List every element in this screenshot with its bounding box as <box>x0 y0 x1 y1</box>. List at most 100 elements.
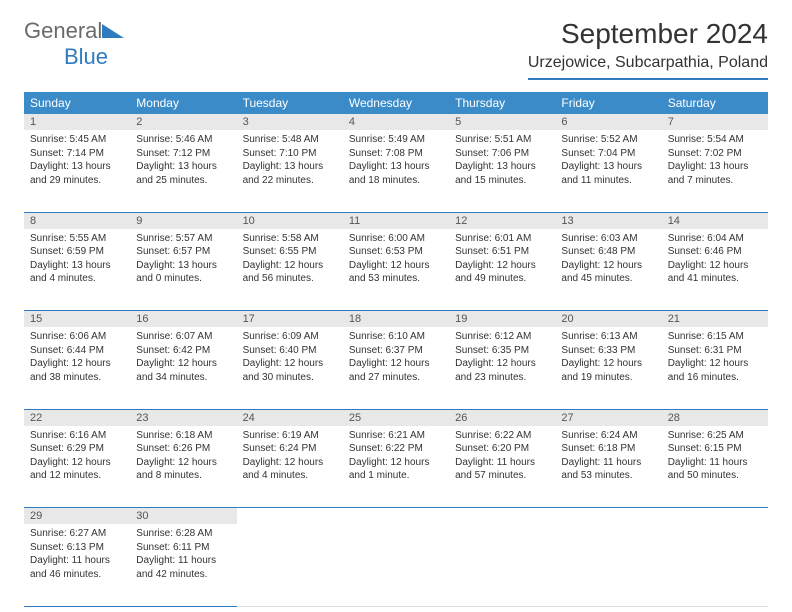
weekday-header: Tuesday <box>237 92 343 114</box>
day-number-cell: 26 <box>449 409 555 426</box>
day-number-cell: 11 <box>343 212 449 229</box>
day-detail-cell: Sunrise: 5:49 AMSunset: 7:08 PMDaylight:… <box>343 130 449 212</box>
day-line: Sunset: 6:59 PM <box>30 245 124 259</box>
day-line: Sunrise: 6:24 AM <box>561 429 655 443</box>
day-detail-cell <box>237 524 343 606</box>
day-number-cell <box>449 508 555 525</box>
day-line: Sunset: 7:02 PM <box>668 147 762 161</box>
day-line: Daylight: 12 hours <box>136 456 230 470</box>
day-line: Sunrise: 5:52 AM <box>561 133 655 147</box>
day-line: Sunrise: 6:10 AM <box>349 330 443 344</box>
day-number-cell: 1 <box>24 114 130 130</box>
day-detail-cell: Sunrise: 6:01 AMSunset: 6:51 PMDaylight:… <box>449 229 555 311</box>
day-line: Sunrise: 5:58 AM <box>243 232 337 246</box>
day-number-cell: 13 <box>555 212 661 229</box>
day-line: Sunset: 6:15 PM <box>668 442 762 456</box>
day-detail-cell: Sunrise: 6:27 AMSunset: 6:13 PMDaylight:… <box>24 524 130 606</box>
day-line: Sunrise: 5:49 AM <box>349 133 443 147</box>
day-number-cell: 14 <box>662 212 768 229</box>
day-line: Daylight: 12 hours <box>243 456 337 470</box>
day-detail-cell: Sunrise: 6:13 AMSunset: 6:33 PMDaylight:… <box>555 327 661 409</box>
day-line: Daylight: 11 hours <box>30 554 124 568</box>
day-line: Sunrise: 6:18 AM <box>136 429 230 443</box>
day-number-cell: 9 <box>130 212 236 229</box>
day-line: Sunset: 6:11 PM <box>136 541 230 555</box>
day-number-cell: 5 <box>449 114 555 130</box>
day-line: and 8 minutes. <box>136 469 230 483</box>
day-line: Daylight: 12 hours <box>349 259 443 273</box>
day-detail-row: Sunrise: 5:55 AMSunset: 6:59 PMDaylight:… <box>24 229 768 311</box>
day-number-row: 1234567 <box>24 114 768 130</box>
day-number-cell: 4 <box>343 114 449 130</box>
day-line: and 49 minutes. <box>455 272 549 286</box>
day-line: Daylight: 12 hours <box>136 357 230 371</box>
day-line: Daylight: 13 hours <box>136 259 230 273</box>
day-line: Daylight: 12 hours <box>243 357 337 371</box>
day-number-cell: 18 <box>343 311 449 328</box>
day-line: and 0 minutes. <box>136 272 230 286</box>
day-line: and 23 minutes. <box>455 371 549 385</box>
title-block: September 2024 Urzejowice, Subcarpathia,… <box>528 18 768 80</box>
day-line: Daylight: 12 hours <box>349 357 443 371</box>
day-number-cell: 24 <box>237 409 343 426</box>
day-line: and 19 minutes. <box>561 371 655 385</box>
day-line: and 38 minutes. <box>30 371 124 385</box>
day-detail-row: Sunrise: 6:27 AMSunset: 6:13 PMDaylight:… <box>24 524 768 606</box>
day-line: Daylight: 11 hours <box>668 456 762 470</box>
header: General Blue September 2024 Urzejowice, … <box>24 18 768 80</box>
day-detail-cell: Sunrise: 6:07 AMSunset: 6:42 PMDaylight:… <box>130 327 236 409</box>
day-line: Sunrise: 6:25 AM <box>668 429 762 443</box>
day-line: Sunrise: 6:22 AM <box>455 429 549 443</box>
day-line: and 16 minutes. <box>668 371 762 385</box>
day-number-cell: 25 <box>343 409 449 426</box>
month-title: September 2024 <box>528 18 768 50</box>
day-detail-cell: Sunrise: 6:19 AMSunset: 6:24 PMDaylight:… <box>237 426 343 508</box>
day-line: Daylight: 12 hours <box>349 456 443 470</box>
day-detail-cell: Sunrise: 5:54 AMSunset: 7:02 PMDaylight:… <box>662 130 768 212</box>
day-line: and 12 minutes. <box>30 469 124 483</box>
day-line: and 11 minutes. <box>561 174 655 188</box>
day-line: Daylight: 12 hours <box>455 259 549 273</box>
day-line: Sunset: 6:29 PM <box>30 442 124 456</box>
day-line: Daylight: 12 hours <box>455 357 549 371</box>
day-number-cell: 30 <box>130 508 236 525</box>
day-detail-row: Sunrise: 6:06 AMSunset: 6:44 PMDaylight:… <box>24 327 768 409</box>
day-number-cell: 15 <box>24 311 130 328</box>
day-line: and 53 minutes. <box>561 469 655 483</box>
day-detail-row: Sunrise: 6:16 AMSunset: 6:29 PMDaylight:… <box>24 426 768 508</box>
day-detail-cell: Sunrise: 5:57 AMSunset: 6:57 PMDaylight:… <box>130 229 236 311</box>
day-line: Sunset: 7:10 PM <box>243 147 337 161</box>
day-number-cell: 2 <box>130 114 236 130</box>
day-number-row: 891011121314 <box>24 212 768 229</box>
day-line: Sunset: 6:51 PM <box>455 245 549 259</box>
day-line: Sunrise: 6:19 AM <box>243 429 337 443</box>
day-line: Sunrise: 5:48 AM <box>243 133 337 147</box>
day-line: Daylight: 13 hours <box>136 160 230 174</box>
day-line: Sunrise: 6:07 AM <box>136 330 230 344</box>
day-line: Sunset: 6:37 PM <box>349 344 443 358</box>
day-line: Sunset: 6:46 PM <box>668 245 762 259</box>
day-line: Sunset: 6:55 PM <box>243 245 337 259</box>
day-line: Sunset: 6:33 PM <box>561 344 655 358</box>
day-line: and 56 minutes. <box>243 272 337 286</box>
day-line: Sunrise: 6:03 AM <box>561 232 655 246</box>
day-detail-cell <box>343 524 449 606</box>
day-line: Daylight: 13 hours <box>455 160 549 174</box>
day-number-cell <box>662 508 768 525</box>
day-line: Sunset: 6:53 PM <box>349 245 443 259</box>
logo-triangle-icon <box>102 22 124 38</box>
day-line: and 30 minutes. <box>243 371 337 385</box>
day-line: Daylight: 12 hours <box>30 357 124 371</box>
day-line: Sunset: 6:42 PM <box>136 344 230 358</box>
day-detail-cell: Sunrise: 6:15 AMSunset: 6:31 PMDaylight:… <box>662 327 768 409</box>
day-number-cell: 22 <box>24 409 130 426</box>
location: Urzejowice, Subcarpathia, Poland <box>528 54 768 80</box>
day-line: Daylight: 13 hours <box>349 160 443 174</box>
day-line: Sunset: 7:08 PM <box>349 147 443 161</box>
day-line: Sunrise: 6:12 AM <box>455 330 549 344</box>
day-line: Sunrise: 5:46 AM <box>136 133 230 147</box>
day-line: Daylight: 13 hours <box>668 160 762 174</box>
day-line: and 4 minutes. <box>30 272 124 286</box>
day-line: and 50 minutes. <box>668 469 762 483</box>
day-number-cell: 27 <box>555 409 661 426</box>
